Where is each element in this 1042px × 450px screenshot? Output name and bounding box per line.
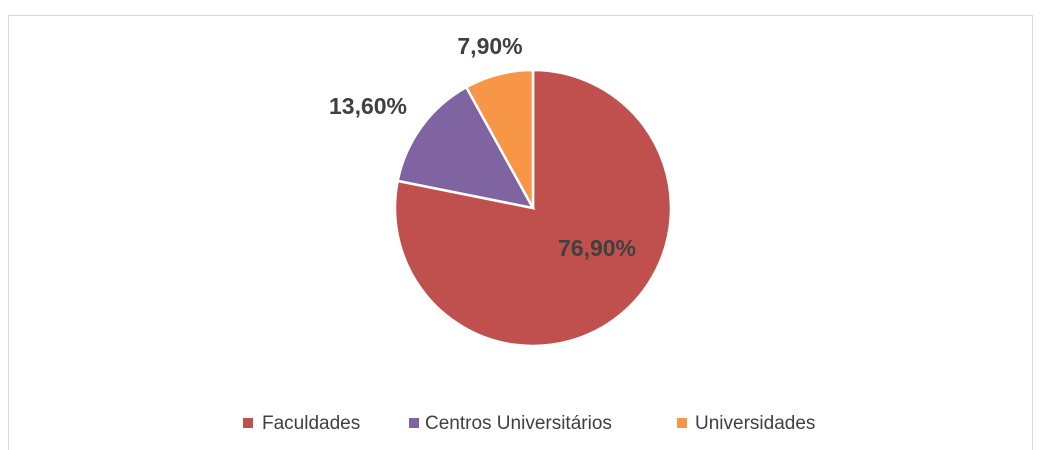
legend-label: Centros Universitários	[425, 413, 612, 434]
data-label: 76,90%	[558, 235, 636, 261]
pie-slice	[393, 68, 673, 348]
legend-swatch	[677, 418, 687, 428]
legend-swatch	[409, 418, 419, 428]
legend-label: Universidades	[695, 413, 815, 434]
pie-slice	[464, 68, 535, 209]
legend-label: Faculdades	[262, 413, 360, 434]
data-label: 7,90%	[457, 33, 522, 59]
pie-slice	[396, 85, 536, 210]
legend-swatch	[243, 418, 253, 428]
data-label: 13,60%	[329, 93, 407, 119]
